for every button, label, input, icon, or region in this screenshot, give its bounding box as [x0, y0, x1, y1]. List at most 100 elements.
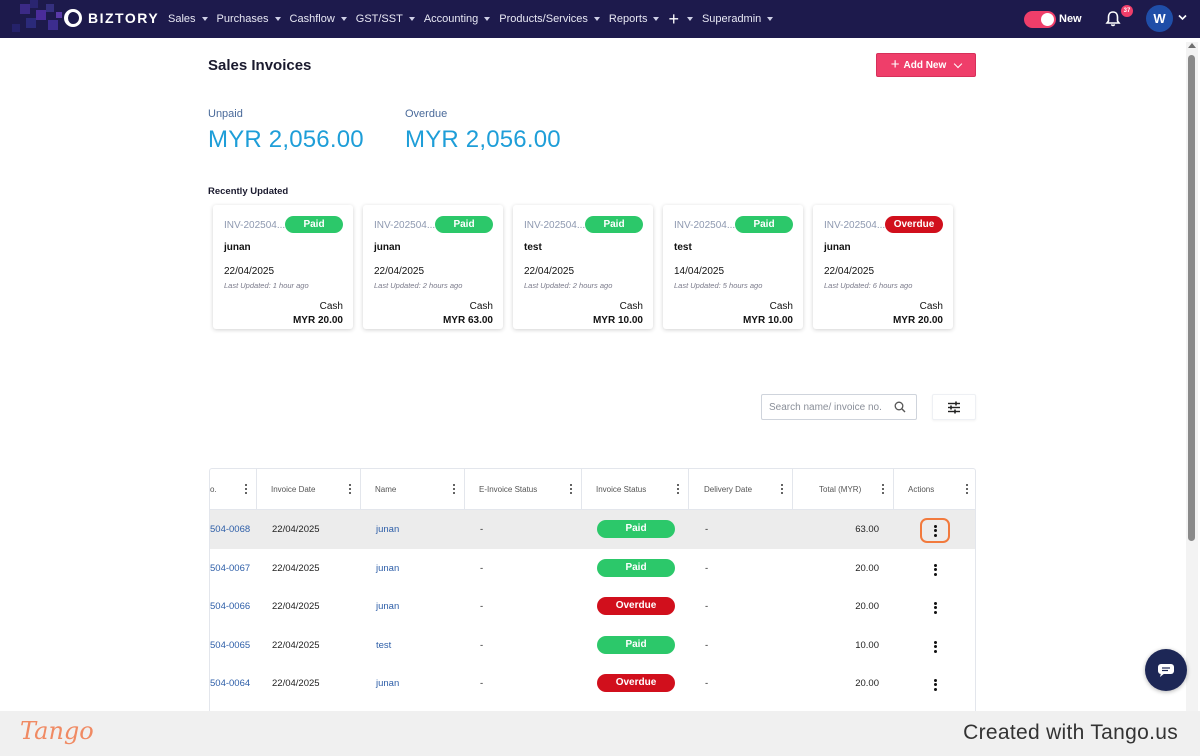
delivery-date: -: [705, 563, 709, 574]
table-row[interactable]: 504-0064 22/04/2025 junan - Overdue - 20…: [210, 664, 975, 703]
nav-item-cashflow[interactable]: Cashflow: [290, 13, 347, 25]
nav-label: Superadmin: [701, 13, 762, 25]
table-row[interactable]: 504-0067 22/04/2025 junan - Paid - 20.00: [210, 549, 975, 588]
card-invoice-no: INV-202504...: [824, 220, 886, 231]
column-header-total[interactable]: Total (MYR): [793, 469, 894, 510]
chevron-down-icon: [954, 59, 963, 68]
bell-icon[interactable]: [1105, 10, 1121, 28]
more-vert-icon: [933, 677, 937, 692]
total-amount: 10.00: [855, 640, 879, 651]
brand-name: BIZTORY: [88, 10, 160, 26]
table-row[interactable]: 504-0068 22/04/2025 junan - Paid - 63.00: [210, 510, 975, 549]
status-badge: Paid: [435, 216, 493, 233]
status-badge: Paid: [585, 216, 643, 233]
invoice-no-link[interactable]: 504-0064: [210, 678, 251, 689]
card-invoice-no: INV-202504...: [524, 220, 586, 231]
delivery-date: -: [705, 601, 709, 612]
new-ui-toggle[interactable]: [1024, 11, 1056, 28]
nav-item-products-services[interactable]: Products/Services: [499, 13, 600, 25]
nav-item-purchases[interactable]: Purchases: [217, 13, 281, 25]
customer-name-link[interactable]: junan: [376, 563, 400, 574]
tango-logo: Tango: [20, 717, 94, 745]
customer-name-link[interactable]: junan: [376, 524, 400, 535]
unpaid-label: Unpaid: [208, 108, 243, 120]
nav-item-superadmin[interactable]: Superadmin: [701, 13, 774, 25]
customer-name-link[interactable]: junan: [376, 678, 400, 689]
recent-invoice-card[interactable]: INV-202504... Paid junan 22/04/2025 Last…: [213, 205, 353, 329]
column-label: Delivery Date: [704, 485, 753, 494]
more-vert-icon: [933, 562, 937, 577]
row-actions-button[interactable]: [920, 518, 950, 543]
chevron-down-icon[interactable]: [1178, 14, 1187, 21]
search-icon[interactable]: [894, 401, 906, 413]
column-header-invoice-status[interactable]: Invoice Status: [582, 469, 689, 510]
card-customer-name: junan: [374, 242, 401, 253]
column-header-actions[interactable]: Actions: [894, 469, 975, 510]
row-actions-button[interactable]: [920, 672, 950, 697]
add-new-button[interactable]: + Add New: [876, 53, 976, 77]
more-vert-icon[interactable]: [453, 484, 455, 494]
invoice-no-link[interactable]: 504-0066: [210, 601, 251, 612]
row-actions-button[interactable]: [920, 634, 950, 659]
column-header-invoice-no[interactable]: o.: [210, 469, 257, 510]
search-input[interactable]: [769, 395, 889, 419]
more-vert-icon[interactable]: [349, 484, 351, 494]
main-nav: Sales Purchases Cashflow GST/SST Account…: [168, 0, 782, 38]
card-date: 22/04/2025: [374, 266, 425, 277]
e-invoice-status: -: [480, 601, 484, 612]
column-label: Actions: [908, 485, 935, 494]
column-header-delivery-date[interactable]: Delivery Date: [689, 469, 793, 510]
chevron-down-icon: [274, 17, 281, 21]
column-header-name[interactable]: Name: [361, 469, 465, 510]
recent-invoice-card[interactable]: INV-202504... Overdue junan 22/04/2025 L…: [813, 205, 953, 329]
recent-invoice-cards: INV-202504... Paid junan 22/04/2025 Last…: [213, 205, 953, 329]
table-row[interactable]: 504-0065 22/04/2025 test - Paid - 10.00: [210, 626, 975, 665]
more-vert-icon[interactable]: [570, 484, 572, 494]
recent-invoice-card[interactable]: INV-202504... Paid test 22/04/2025 Last …: [513, 205, 653, 329]
more-vert-icon[interactable]: [781, 484, 783, 494]
avatar[interactable]: W: [1146, 5, 1173, 32]
invoice-no-link[interactable]: 504-0068: [210, 524, 251, 535]
invoice-no-link[interactable]: 504-0065: [210, 640, 251, 651]
nav-item-sales[interactable]: Sales: [168, 13, 208, 25]
card-invoice-no: INV-202504...: [374, 220, 436, 231]
card-last-updated: Last Updated: 2 hours ago: [524, 281, 613, 290]
card-date: 22/04/2025: [824, 266, 875, 277]
column-header-invoice-date[interactable]: Invoice Date: [257, 469, 361, 510]
invoice-date: 22/04/2025: [272, 601, 320, 612]
more-vert-icon[interactable]: [245, 484, 247, 494]
more-vert-icon[interactable]: [677, 484, 679, 494]
scrollbar-thumb[interactable]: [1188, 55, 1195, 541]
column-label: o.: [210, 485, 217, 494]
recent-invoice-card[interactable]: INV-202504... Paid test 14/04/2025 Last …: [663, 205, 803, 329]
top-navbar: BIZTORY Sales Purchases Cashflow GST/SST…: [0, 0, 1200, 38]
more-vert-icon[interactable]: [966, 484, 968, 494]
more-vert-icon: [933, 639, 937, 654]
chevron-down-icon: [484, 17, 491, 21]
card-payment-method: Cash: [919, 301, 943, 312]
nav-item-gst-sst[interactable]: GST/SST: [356, 13, 415, 25]
nav-item-reports[interactable]: Reports: [609, 13, 660, 25]
filter-button[interactable]: [932, 394, 976, 420]
row-actions-button[interactable]: [920, 595, 950, 620]
card-payment-method: Cash: [469, 301, 493, 312]
brand[interactable]: BIZTORY: [64, 9, 159, 27]
table-row[interactable]: 504-0066 22/04/2025 junan - Overdue - 20…: [210, 587, 975, 626]
recent-invoice-card[interactable]: INV-202504... Paid junan 22/04/2025 Last…: [363, 205, 503, 329]
customer-name-link[interactable]: junan: [376, 601, 400, 612]
card-amount: MYR 10.00: [742, 315, 793, 326]
chevron-down-icon: [408, 17, 415, 21]
unpaid-summary: Unpaid MYR 2,056.00: [208, 108, 364, 154]
chevron-down-icon: [593, 17, 600, 21]
nav-item-accounting[interactable]: Accounting: [424, 13, 491, 25]
e-invoice-status: -: [480, 678, 484, 689]
nav-item-quick-add[interactable]: +: [668, 10, 693, 28]
row-actions-button[interactable]: [920, 557, 950, 582]
more-vert-icon[interactable]: [882, 484, 884, 494]
card-last-updated: Last Updated: 6 hours ago: [824, 281, 913, 290]
chat-support-button[interactable]: [1145, 649, 1187, 691]
customer-name-link[interactable]: test: [376, 640, 392, 651]
column-header-e-invoice-status[interactable]: E-Invoice Status: [465, 469, 582, 510]
invoice-no-link[interactable]: 504-0067: [210, 563, 251, 574]
scroll-up-arrow-icon[interactable]: [1188, 43, 1196, 48]
